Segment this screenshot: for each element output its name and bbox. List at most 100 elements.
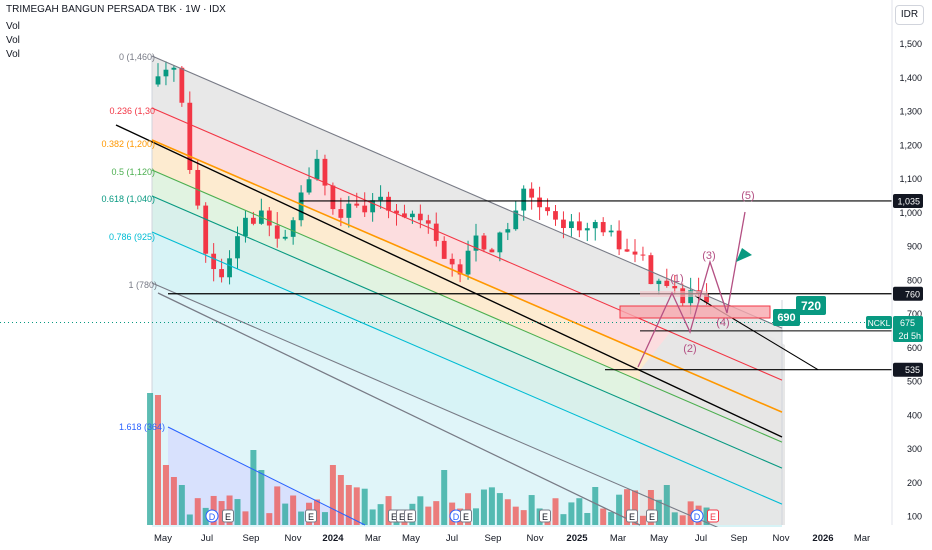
target-callout-label[interactable]: 720	[801, 299, 821, 313]
volume-bar	[512, 506, 519, 525]
fib-level-label[interactable]: 0.786 (925)	[109, 232, 155, 242]
elliott-wave-label[interactable]: (4)	[716, 317, 729, 329]
fib-level-label[interactable]: 0 (1,460)	[119, 52, 155, 62]
candle-body	[155, 76, 161, 85]
candle-body	[704, 293, 709, 303]
price-tick-label: 100	[907, 512, 922, 522]
event-marker[interactable]: D	[690, 509, 704, 523]
price-tick-label: 1,200	[899, 140, 922, 150]
event-marker-label[interactable]: E	[225, 512, 231, 522]
event-marker[interactable]: E	[646, 509, 658, 523]
symbol-tag[interactable]: NCKL	[866, 316, 892, 329]
candle-body	[306, 179, 312, 193]
event-marker-label[interactable]: E	[399, 512, 405, 522]
fib-extension-band	[152, 283, 782, 550]
event-marker[interactable]: E	[539, 509, 551, 523]
event-marker-label[interactable]: E	[629, 512, 635, 522]
event-marker[interactable]: E	[305, 509, 317, 523]
event-marker-label[interactable]: D	[453, 512, 460, 522]
candle-body	[489, 249, 495, 253]
event-marker-label[interactable]: E	[710, 512, 716, 522]
target-callout[interactable]: 690	[773, 309, 800, 326]
event-marker-label[interactable]: E	[649, 512, 655, 522]
price-level-tag-label[interactable]: 535	[905, 365, 920, 375]
volume-indicator-label[interactable]: Vol	[6, 35, 20, 46]
candle-body	[624, 249, 630, 252]
price-level-tag[interactable]: 535	[893, 362, 923, 377]
target-callout-bg	[796, 296, 826, 315]
volume-bar	[329, 465, 336, 525]
price-level-tag-label[interactable]: 760	[905, 289, 920, 299]
time-axis-label: May	[402, 533, 420, 544]
volume-bar	[337, 475, 344, 525]
fib-level-label[interactable]: 0.236 (1,30	[109, 106, 155, 116]
candle-body	[354, 203, 360, 206]
fib-level-label[interactable]: 1.618 (364)	[119, 422, 165, 432]
fib-level-line	[151, 139, 783, 413]
volume-bar	[377, 504, 384, 525]
event-marker-label[interactable]: D	[694, 512, 701, 522]
event-marker-label[interactable]: E	[391, 512, 397, 522]
event-marker-label[interactable]: E	[463, 512, 469, 522]
volume-bar	[624, 489, 631, 525]
volume-bar	[647, 490, 654, 525]
last-price-tag[interactable]: 675 2d 5h	[893, 316, 923, 342]
elliott-wave-label[interactable]: (3)	[702, 250, 715, 262]
event-marker-label[interactable]: E	[407, 512, 413, 522]
volume-bar	[465, 493, 472, 525]
candle-body	[171, 67, 177, 70]
event-marker[interactable]: E	[460, 509, 472, 523]
event-marker[interactable]: D	[449, 509, 463, 523]
fib-level-label[interactable]: 0.382 (1,200)	[101, 139, 155, 149]
time-axis-label: Jul	[695, 533, 707, 544]
candle-body	[266, 210, 272, 226]
volume-bar	[520, 510, 527, 525]
target-callout-label[interactable]: 690	[777, 312, 795, 324]
event-marker[interactable]: E	[707, 509, 719, 523]
volume-bar	[600, 508, 607, 525]
elliott-wave-label[interactable]: (1)	[670, 273, 683, 285]
bar-countdown-label[interactable]: 2d 5h	[898, 331, 921, 341]
event-marker[interactable]: D	[205, 509, 219, 523]
elliott-wave-label[interactable]: (5)	[741, 190, 754, 202]
symbol-title[interactable]: TRIMEGAH BANGUN PERSADA TBK · 1W · IDX	[6, 4, 226, 15]
event-marker[interactable]: E	[626, 509, 638, 523]
time-axis-label: Mar	[854, 533, 870, 544]
volume-indicator-label[interactable]: Vol	[6, 49, 20, 60]
time-axis-bg	[0, 527, 932, 550]
currency-button[interactable]: IDR	[895, 5, 924, 25]
event-marker-label[interactable]: E	[542, 512, 548, 522]
fib-level-label[interactable]: 0.5 (1,120)	[111, 167, 155, 177]
target-callout[interactable]: 720	[796, 296, 826, 315]
price-level-tag-bg	[893, 362, 923, 377]
volume-bar	[194, 498, 201, 525]
volume-bar	[218, 501, 225, 525]
event-marker[interactable]: E	[404, 509, 416, 523]
event-marker[interactable]: E	[222, 509, 234, 523]
event-marker-label[interactable]: D	[209, 512, 216, 522]
fib-level-label[interactable]: 1 (780)	[128, 280, 157, 290]
candle-body	[203, 205, 209, 254]
price-level-tag-label[interactable]: 1,035	[897, 196, 920, 206]
time-axis-label: May	[154, 533, 172, 544]
price-level-tag[interactable]: 760	[893, 286, 923, 301]
time-axis-label: Jul	[201, 533, 213, 544]
event-marker-label[interactable]: E	[308, 512, 314, 522]
price-tick-label: 700	[907, 309, 922, 319]
price-level-tag[interactable]: 1,035	[893, 193, 923, 208]
time-axis-label: Nov	[527, 533, 544, 544]
last-price-label[interactable]: 675	[900, 318, 915, 328]
fib-level-line	[151, 169, 783, 443]
volume-bar	[639, 515, 646, 525]
candle-body	[394, 210, 399, 214]
candle-body	[513, 210, 519, 230]
candle-body	[362, 205, 368, 213]
volume-indicator-label[interactable]: Vol	[6, 21, 20, 32]
fib-level-label[interactable]: 0.618 (1,040)	[101, 194, 155, 204]
symbol-tag-label[interactable]: NCKL	[868, 318, 891, 328]
volume-bar	[290, 495, 297, 525]
earnings-marker	[222, 509, 234, 523]
elliott-wave-label[interactable]: (2)	[683, 343, 696, 355]
fib-level-line	[151, 231, 783, 505]
